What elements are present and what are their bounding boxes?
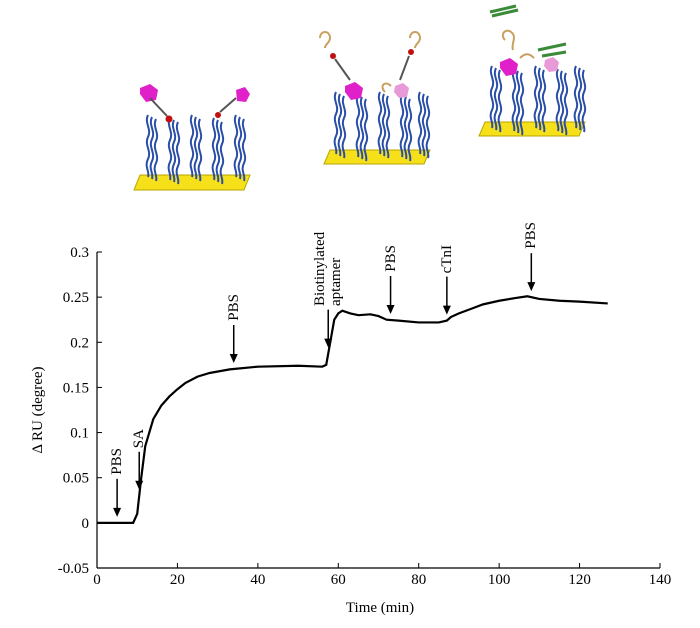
annotation-arrowhead [527,282,536,292]
annotation-label: Biotinylated aptamer [312,231,345,306]
y-tick-label: 0.05 [63,471,89,487]
annotation-arrowhead [113,507,122,517]
annotation-arrowhead [386,305,395,315]
x-tick-label: 0 [93,572,101,588]
illustration-2 [319,31,431,165]
y-tick-label: 0.3 [70,245,89,261]
illustration-1 [133,84,251,191]
annotation-label: PBS [109,447,126,475]
x-tick-label: 20 [170,572,185,588]
annotation-arrowhead [135,480,144,490]
x-tick-label: 140 [649,572,672,588]
y-tick-label: 0 [82,516,90,532]
annotation-label: cTnI [438,244,455,273]
x-tick-label: 40 [250,572,265,588]
annotation-label: PBS [523,222,540,249]
illustration-3 [478,4,586,137]
y-tick-label: 0.1 [70,426,89,442]
y-axis-label: Δ RU (degree) [30,366,46,453]
annotation-label: SA [131,428,148,448]
y-tick-label: -0.05 [58,561,89,577]
annotation-arrowhead [229,353,238,363]
y-tick-label: 0.25 [63,290,89,306]
data-line [97,295,608,524]
annotation-label: PBS [382,245,399,272]
x-tick-label: 80 [411,572,426,588]
y-tick-label: 0.2 [70,335,89,351]
x-tick-label: 120 [568,572,591,588]
x-tick-label: 60 [331,572,346,588]
x-tick-label: 100 [488,572,511,588]
y-tick-label: 0.15 [63,380,89,396]
x-axis-label: Time (min) [346,600,414,616]
annotation-label: PBS [225,293,242,321]
annotation-arrowhead [324,338,333,348]
annotation-arrowhead [442,305,451,315]
